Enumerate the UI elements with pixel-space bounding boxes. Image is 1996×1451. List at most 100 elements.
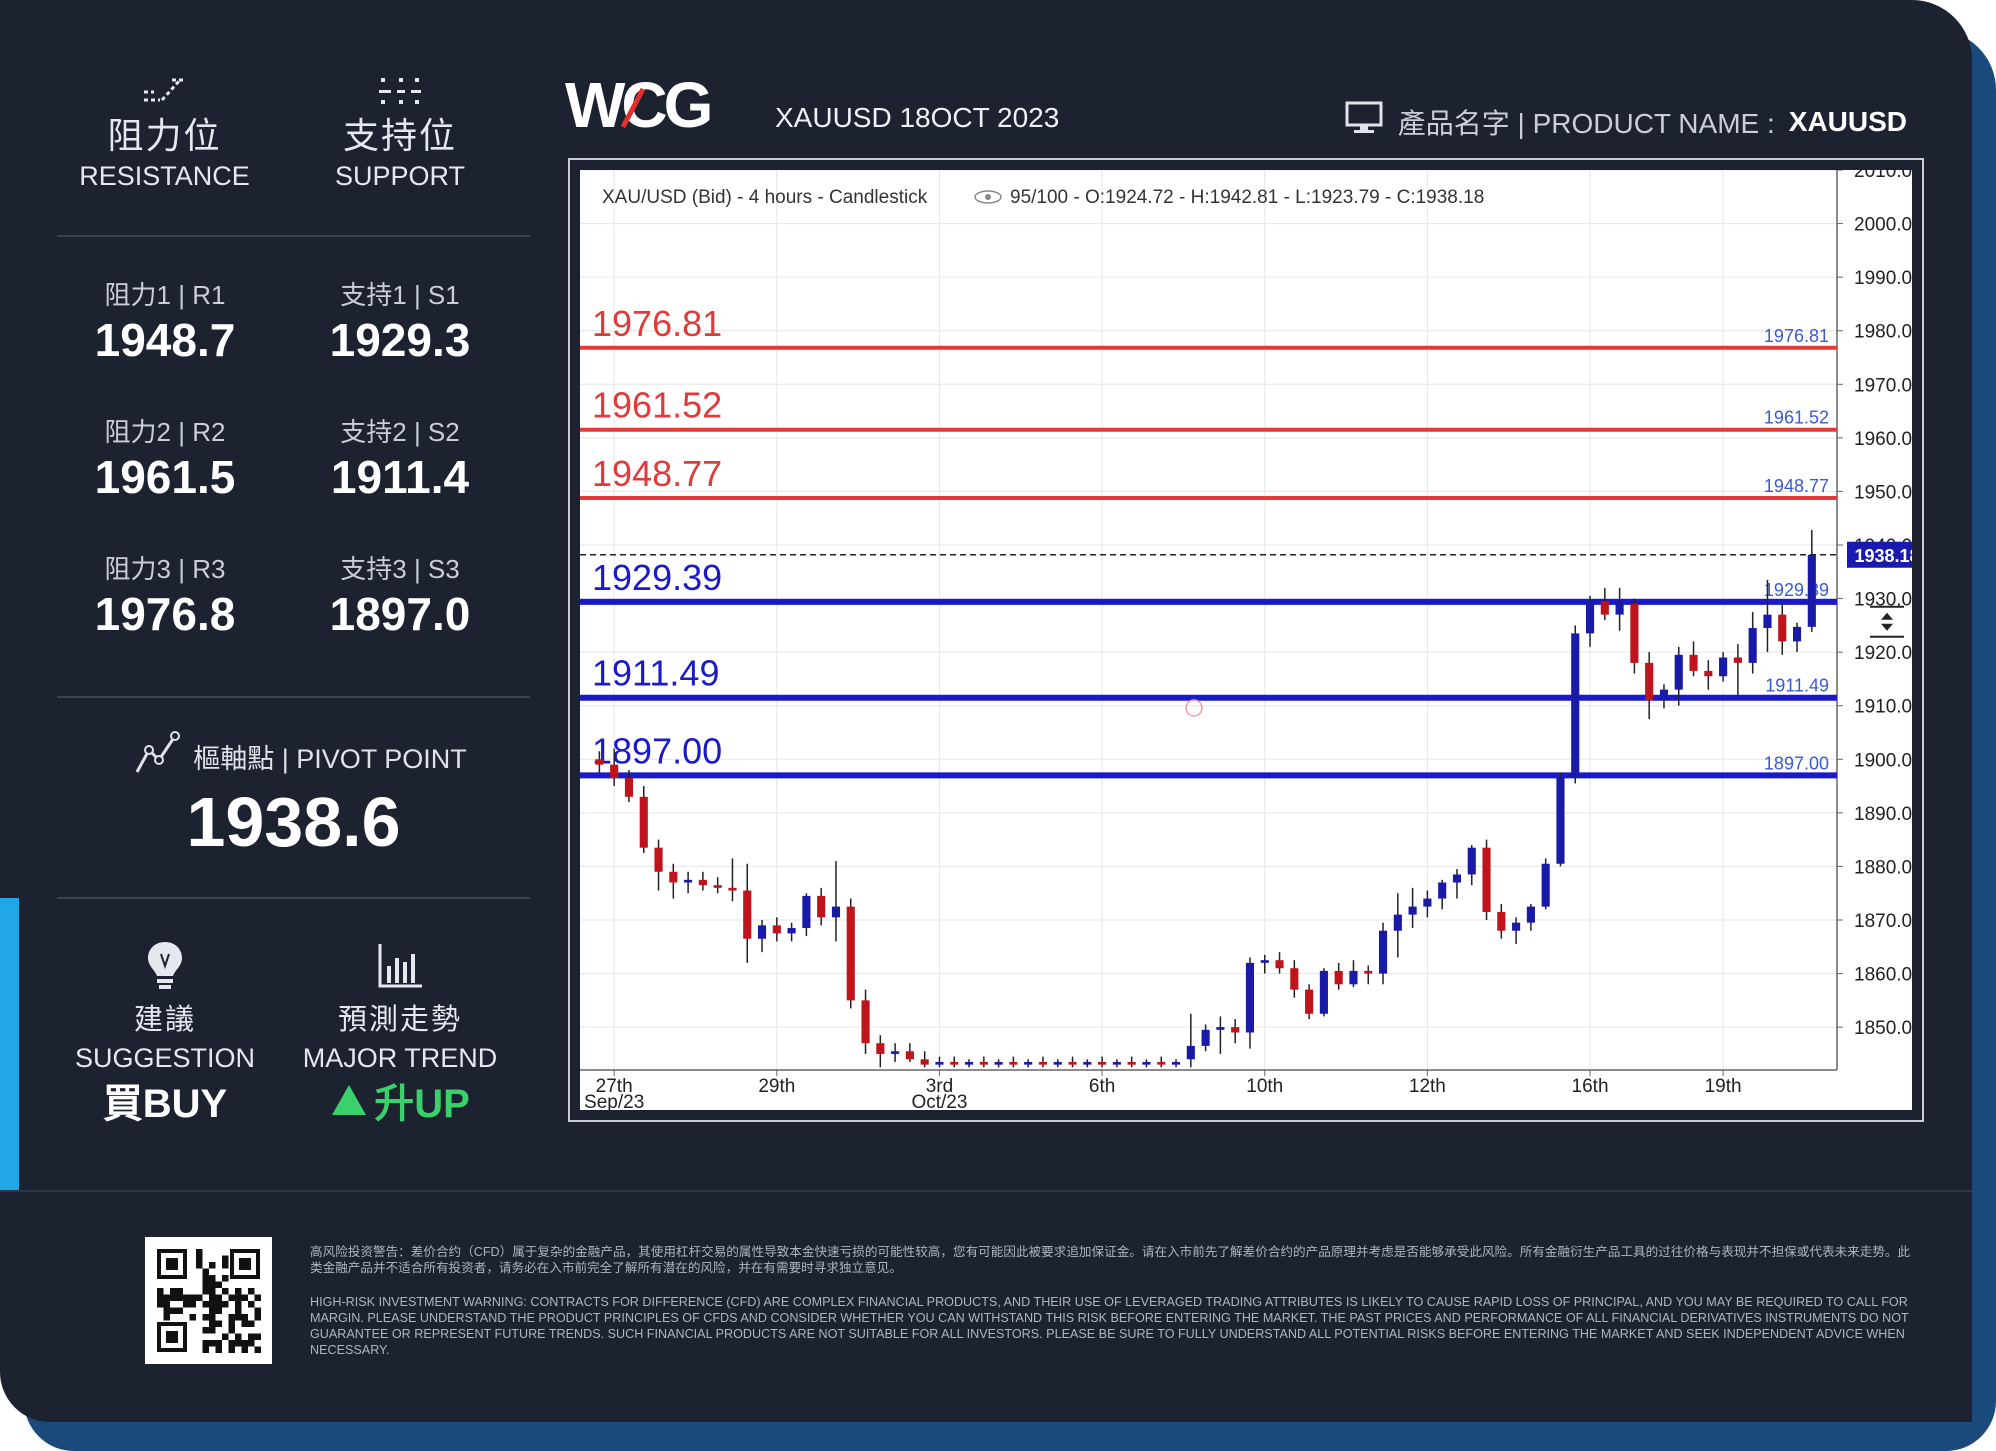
r1-value: 1948.7 [94, 314, 236, 366]
qr-module [241, 1340, 248, 1347]
candle-body [610, 764, 619, 779]
candle-body [1423, 898, 1432, 907]
s3-block: 支持3 | S3 1897.0 [285, 552, 515, 642]
qr-module [170, 1307, 177, 1314]
y-tick-label: 1910.00 [1854, 697, 1912, 718]
candle [817, 887, 826, 926]
r2-label: 阻力2 | R2 [104, 417, 226, 447]
y-tick-label: 1890.00 [1854, 804, 1912, 825]
candle-body [1112, 1061, 1121, 1065]
s3-label: 支持3 | S3 [340, 554, 460, 584]
x-tick-sublabel: Oct/23 [911, 1092, 967, 1110]
candle-body [624, 778, 634, 797]
candle [1275, 952, 1284, 974]
candle-body [1290, 968, 1299, 990]
candle [610, 748, 619, 787]
chart-background [580, 170, 1912, 1110]
candle-body [1216, 1027, 1225, 1030]
candle [905, 1043, 914, 1062]
candle [1615, 587, 1624, 631]
qr-module [170, 1294, 177, 1301]
chart-info-main: XAU/USD (Bid) - 4 hours - Candlestick [602, 187, 928, 208]
candle [1467, 845, 1476, 886]
candle-body [1201, 1029, 1210, 1046]
product-value: XAUUSD [1788, 105, 1907, 137]
y-tick-label: 1990.00 [1854, 268, 1912, 289]
qr-finder-core [166, 1258, 178, 1270]
candle-body [728, 887, 737, 891]
pivot-label: 樞軸點 | PIVOT POINT [193, 744, 467, 774]
candle-body [1571, 633, 1580, 779]
candle-body [1024, 1061, 1033, 1065]
y-tick-label: 1970.00 [1854, 375, 1912, 396]
candle-body [1142, 1061, 1151, 1065]
candle [1305, 984, 1314, 1020]
qr-code-icon [145, 1237, 272, 1364]
candle-body [1615, 603, 1624, 615]
resistance-en: RESISTANCE [79, 161, 250, 191]
candle-body [1482, 847, 1491, 912]
qr-module [215, 1301, 222, 1308]
qr-module [209, 1301, 216, 1308]
candle [772, 917, 781, 942]
candle-body [1053, 1061, 1062, 1065]
y-tick-label: 1850.00 [1854, 1018, 1912, 1039]
candle-body [950, 1061, 959, 1065]
qr-module [222, 1255, 229, 1262]
y-tick-label: 1880.00 [1854, 857, 1912, 878]
candle-body [1157, 1061, 1166, 1065]
qr-module [196, 1294, 203, 1301]
qr-module [189, 1294, 196, 1301]
qr-module [254, 1346, 261, 1353]
candle [1512, 917, 1521, 945]
qr-module [241, 1320, 248, 1327]
pivot-line-icon [133, 730, 181, 783]
support-zh: 支持位 [342, 115, 457, 156]
wcg-logo: WCG [565, 69, 765, 141]
candle-body [1512, 922, 1521, 931]
candle-body [979, 1061, 988, 1065]
qr-module [202, 1281, 209, 1288]
level-label-right: 1948.77 [1764, 476, 1829, 496]
candle-body [1378, 930, 1388, 974]
footer-divider [0, 1190, 1972, 1192]
candle [728, 858, 737, 902]
qr-module [202, 1268, 209, 1275]
x-tick-label: 6th [1089, 1076, 1115, 1097]
candle [846, 898, 855, 1009]
candle [1452, 869, 1462, 899]
candle-body [802, 895, 811, 929]
qr-module [215, 1320, 222, 1327]
candle-body [1438, 882, 1447, 899]
candle [757, 920, 767, 953]
qr-module [209, 1275, 216, 1282]
candle-body [1600, 601, 1609, 615]
qr-module [222, 1301, 229, 1308]
last-price-badge-label: 1938.18 [1854, 546, 1912, 566]
candle [1098, 1056, 1107, 1068]
qr-module [209, 1262, 216, 1269]
candle-body [846, 906, 855, 1001]
candle [713, 877, 722, 894]
candle [876, 1035, 885, 1068]
candle [669, 863, 678, 899]
candle [979, 1056, 988, 1068]
candle [1585, 595, 1595, 647]
disclaimer-en: HIGH-RISK INVESTMENT WARNING: CONTRACTS … [310, 1295, 1909, 1357]
y-tick-label: 1870.00 [1854, 911, 1912, 932]
qr-module [176, 1288, 183, 1295]
candle [1068, 1056, 1077, 1068]
level-label-left: 1961.52 [592, 385, 722, 426]
qr-module [222, 1262, 229, 1269]
qr-module [228, 1320, 235, 1327]
candle [1600, 587, 1609, 620]
support-header: 支持位 SUPPORT [285, 70, 515, 194]
candle-body [1659, 689, 1669, 701]
candle-body [1792, 626, 1802, 642]
monitor-icon [1344, 100, 1384, 143]
qr-module [215, 1346, 222, 1353]
candle-body [1526, 906, 1535, 923]
qr-module [254, 1314, 261, 1321]
qr-module [235, 1301, 242, 1308]
candle-body [1068, 1061, 1077, 1065]
